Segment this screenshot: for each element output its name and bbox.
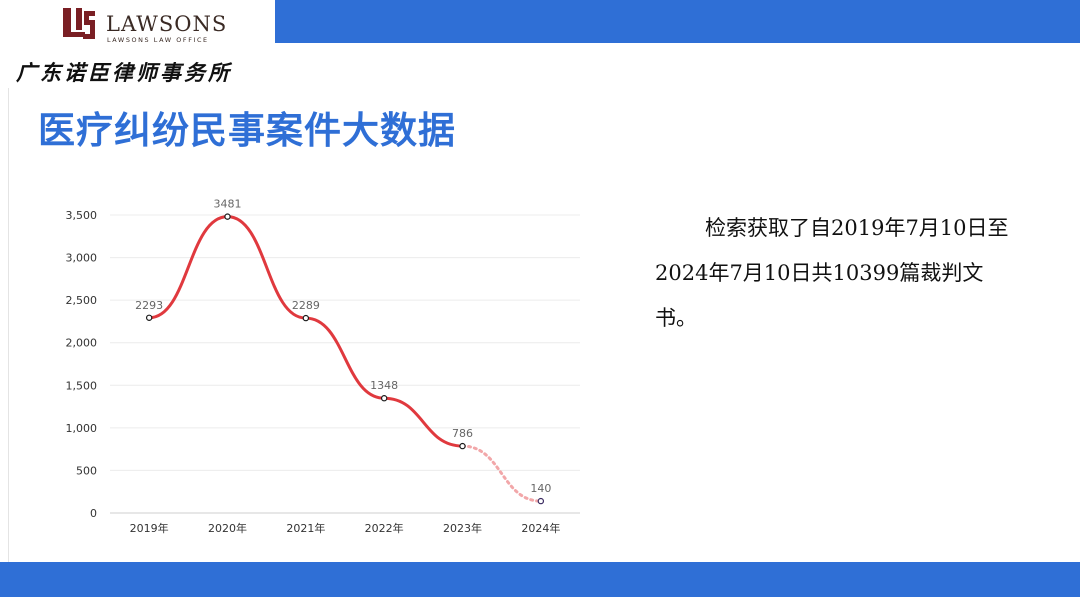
x-tick-label: 2019年	[130, 521, 169, 535]
y-tick-label: 1,000	[66, 422, 98, 435]
x-tick-label: 2023年	[443, 521, 482, 535]
x-tick-label: 2024年	[521, 521, 560, 535]
logo-wordmark: LAWSONS	[106, 12, 228, 36]
data-label: 2293	[135, 299, 163, 312]
retrieval-note: 检索获取了自2019年7月10日至2024年7月10日共10399篇裁判文书。	[655, 206, 1025, 341]
data-point	[224, 213, 231, 220]
y-tick-label: 1,500	[66, 379, 98, 392]
y-tick-label: 3,000	[66, 252, 98, 265]
data-label: 2289	[292, 299, 320, 312]
data-label: 1348	[370, 379, 398, 392]
retrieval-note-text: 检索获取了自2019年7月10日至2024年7月10日共10399篇裁判文书。	[655, 216, 1009, 330]
data-point	[459, 442, 466, 450]
data-point	[302, 314, 310, 322]
x-tick-label: 2022年	[365, 521, 404, 535]
firm-name: 广东诺臣律师事务所	[16, 60, 232, 85]
lawsons-logo: LAWSONS LAWSONS LAW OFFICE	[60, 5, 230, 45]
y-tick-label: 500	[76, 464, 97, 477]
x-tick-label: 2020年	[208, 521, 247, 535]
series-line-projected	[461, 444, 543, 503]
data-label: 786	[452, 427, 473, 440]
y-tick-label: 2,500	[66, 294, 98, 307]
y-tick-label: 2,000	[66, 337, 98, 350]
bottom-accent-bar	[0, 562, 1080, 597]
series-line	[147, 215, 464, 448]
page-title: 医疗纠纷民事案件大数据	[38, 109, 456, 152]
lawsons-logo-mark-icon	[63, 8, 95, 39]
y-tick-label: 3,500	[66, 209, 98, 222]
data-label: 140	[530, 482, 551, 495]
x-tick-label: 2021年	[286, 521, 325, 535]
data-point	[537, 497, 545, 505]
data-point	[145, 314, 153, 321]
left-divider	[8, 88, 9, 562]
case-count-line-chart: 0 500 1,000 1,500 2,000 2,500 3,000 3,500 2019年 2…	[66, 198, 580, 535]
top-accent-bar	[275, 0, 1080, 43]
logo-subtitle: LAWSONS LAW OFFICE	[107, 36, 209, 44]
data-point	[380, 395, 388, 402]
y-tick-label: 0	[90, 507, 97, 520]
data-label: 3481	[214, 198, 242, 211]
